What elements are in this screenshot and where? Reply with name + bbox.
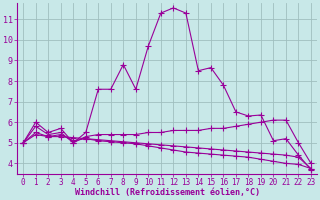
X-axis label: Windchill (Refroidissement éolien,°C): Windchill (Refroidissement éolien,°C) (75, 188, 260, 197)
